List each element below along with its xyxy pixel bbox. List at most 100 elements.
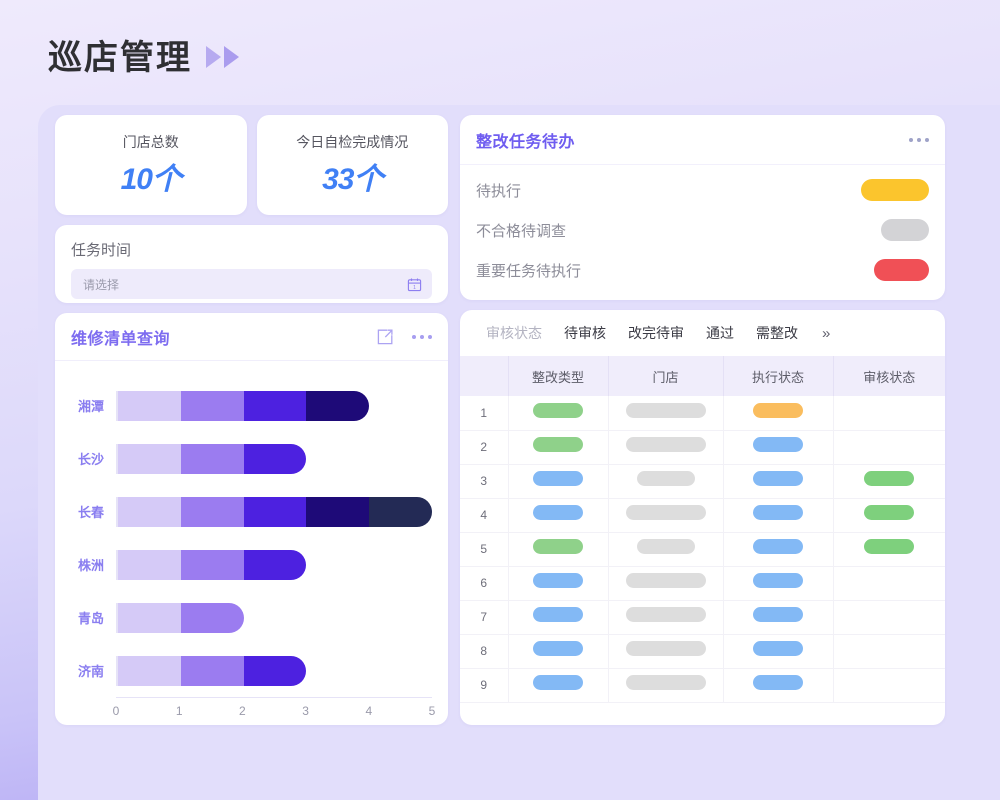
- cell-pill: [753, 607, 803, 622]
- cell-store: [608, 668, 724, 703]
- tab-needs-rectification[interactable]: 需整改: [756, 325, 798, 341]
- bar-category-label: 长春: [77, 505, 104, 520]
- todo-row[interactable]: 不合格待调查: [476, 210, 929, 250]
- table-row[interactable]: 2: [460, 430, 945, 465]
- more-dots-icon[interactable]: [909, 137, 929, 142]
- cell-pill: [533, 539, 583, 554]
- cell-store: [608, 430, 724, 465]
- stacked-bar[interactable]: [118, 655, 307, 686]
- cell-audit-status: [833, 566, 945, 601]
- bar-row: 青岛: [71, 591, 432, 644]
- table-row[interactable]: 7: [460, 600, 945, 635]
- todo-status-pill: [881, 219, 929, 241]
- bar-category-label: 湘潭: [77, 399, 104, 414]
- bar-segment: [243, 655, 307, 686]
- bar-segment: [118, 443, 181, 474]
- cell-pill: [533, 437, 583, 452]
- cell-rectification-type: [508, 498, 609, 533]
- svg-text:1: 1: [413, 284, 416, 290]
- cell-pill: [753, 402, 803, 418]
- cell-rectification-type: [508, 668, 609, 703]
- bar-row: 湘潭: [71, 379, 432, 432]
- todo-row-label: 重要任务待执行: [476, 262, 582, 280]
- stacked-bar[interactable]: [118, 496, 432, 527]
- th-index: [460, 356, 509, 396]
- row-index: 3: [460, 464, 509, 499]
- chart-plot-area: 湘潭 长沙 长春 株洲 青岛 济南 0 1 2 3 4 5: [55, 361, 448, 724]
- cell-pill: [753, 539, 803, 554]
- stacked-bar[interactable]: [118, 549, 307, 580]
- cell-store: [608, 532, 724, 567]
- cell-pill: [864, 539, 915, 554]
- cell-pill: [533, 607, 583, 622]
- tab-passed[interactable]: 通过: [706, 325, 734, 341]
- todo-row[interactable]: 重要任务待执行: [476, 250, 929, 290]
- row-index: 7: [460, 600, 509, 635]
- cell-pill: [864, 471, 915, 486]
- th-audit-status: 审核状态: [833, 356, 945, 396]
- chart-x-axis: 0 1 2 3 4 5: [112, 697, 435, 723]
- row-index: 1: [460, 396, 509, 431]
- cell-pill: [625, 607, 706, 622]
- cell-pill: [625, 675, 706, 690]
- calendar-icon[interactable]: 1: [407, 277, 422, 292]
- cell-store: [608, 600, 724, 635]
- cell-pill: [753, 675, 803, 690]
- share-icon[interactable]: [376, 328, 394, 346]
- stacked-bar[interactable]: [118, 390, 370, 421]
- bar-track: [116, 549, 432, 580]
- cell-audit-status: [833, 600, 945, 635]
- bar-category-label: 长沙: [77, 452, 104, 467]
- cell-pill: [625, 573, 706, 588]
- table-row[interactable]: 1: [460, 396, 945, 431]
- table-row[interactable]: 6: [460, 566, 945, 601]
- cell-audit-status: [833, 464, 945, 499]
- cell-pill: [625, 437, 706, 452]
- stat-value: 10个: [120, 163, 182, 196]
- cell-exec-status: [723, 566, 834, 601]
- x-axis-tick: 0: [112, 704, 120, 718]
- tabs-overflow-icon[interactable]: »: [822, 324, 831, 342]
- table-header-row: 整改类型 门店 执行状态 审核状态: [460, 356, 945, 396]
- todo-rows-container: 待执行不合格待调查重要任务待执行: [460, 165, 945, 290]
- cell-rectification-type: [508, 464, 609, 499]
- more-dots-icon[interactable]: [412, 334, 432, 339]
- triangle-right-icon-2: [224, 45, 239, 68]
- todo-row-label: 待执行: [476, 182, 522, 200]
- triangle-right-icon-1: [206, 45, 221, 68]
- stat-card-store-total: 门店总数 10个: [55, 115, 247, 215]
- bar-rows-container: 湘潭 长沙 长春 株洲 青岛 济南: [71, 379, 432, 697]
- table-row[interactable]: 4: [460, 498, 945, 533]
- stacked-bar[interactable]: [118, 443, 307, 474]
- cell-store: [608, 464, 724, 499]
- todo-row[interactable]: 待执行: [476, 170, 929, 210]
- cell-exec-status: [723, 430, 834, 465]
- cell-pill: [625, 641, 706, 656]
- tab-fixed-pending-audit[interactable]: 改完待审: [628, 325, 684, 341]
- stacked-bar[interactable]: [118, 602, 244, 633]
- cell-rectification-type: [508, 396, 609, 431]
- double-triangle-right-icon: [206, 45, 239, 68]
- cell-exec-status: [723, 396, 834, 431]
- bar-segment: [118, 496, 181, 527]
- cell-pill: [533, 675, 583, 690]
- todo-title: 整改任务待办: [476, 133, 576, 151]
- task-time-card: 任务时间 请选择 1: [55, 225, 448, 303]
- bar-track: [116, 496, 432, 527]
- cell-pill: [533, 402, 583, 418]
- bar-segment: [180, 443, 244, 474]
- bar-row: 株洲: [71, 538, 432, 591]
- bar-segment: [118, 549, 181, 580]
- bar-segment: [306, 390, 370, 421]
- cell-audit-status: [833, 396, 945, 431]
- table-row[interactable]: 9: [460, 668, 945, 703]
- tab-pending-audit[interactable]: 待审核: [564, 325, 606, 341]
- table-row[interactable]: 5: [460, 532, 945, 567]
- task-time-input[interactable]: 请选择 1: [71, 269, 432, 299]
- bar-track: [116, 390, 432, 421]
- table-row[interactable]: 8: [460, 634, 945, 669]
- table-row[interactable]: 3: [460, 464, 945, 499]
- th-exec-status: 执行状态: [723, 356, 834, 396]
- row-index: 2: [460, 430, 509, 465]
